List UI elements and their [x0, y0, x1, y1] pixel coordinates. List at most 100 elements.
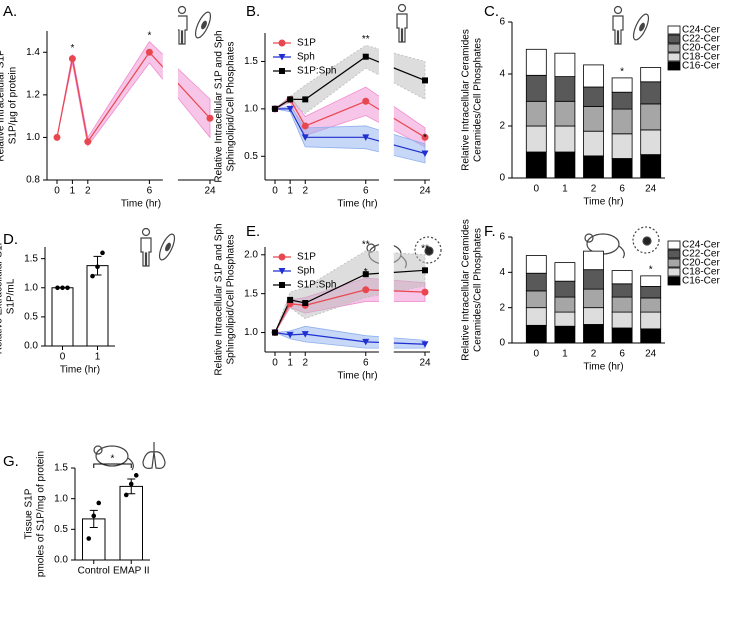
bar-segment [525, 151, 547, 179]
data-point [133, 473, 139, 478]
y-tick-label: 0.5 [24, 312, 38, 323]
human-icon [176, 5, 188, 45]
marker [278, 39, 286, 47]
bar-segment [554, 76, 576, 102]
y-tick-label: 0 [499, 338, 505, 349]
x-tick-label: 0 [534, 184, 540, 195]
y-tick-label: 1.4 [26, 47, 40, 58]
bar-segment [611, 283, 633, 298]
marker [362, 53, 369, 60]
marker [422, 267, 428, 274]
panel-label: B. [246, 3, 260, 20]
marker [421, 150, 429, 157]
y-tick-label: 1.0 [24, 282, 38, 293]
y-tick-label: 1.5 [244, 288, 258, 299]
legend-swatch [667, 43, 681, 53]
y-tick-label: 6 [499, 17, 505, 28]
cell-icon [158, 233, 176, 261]
bar-segment [525, 125, 547, 153]
x-tick-label: 6 [619, 184, 625, 195]
x-tick-label: 1 [70, 186, 76, 197]
bar-segment [640, 297, 662, 313]
x-axis-label: Time (hr) [337, 199, 377, 210]
x-tick-label: 24 [204, 186, 216, 197]
y-tick-label: 6 [499, 232, 505, 243]
data-point [96, 500, 102, 506]
marker [84, 138, 92, 146]
x-tick-label: 6 [619, 349, 625, 360]
significance: * [649, 265, 653, 276]
bar-segment [583, 155, 604, 179]
y-axis-label: S1P/µg of protein [8, 67, 19, 144]
data-point [65, 285, 70, 291]
bar-segment [554, 125, 576, 153]
bar-segment [611, 296, 633, 313]
legend-swatch [667, 267, 681, 277]
x-tick-label: 2 [302, 186, 308, 197]
bar-segment [640, 103, 662, 131]
legend-label: Sph [297, 266, 315, 277]
marker [362, 271, 369, 278]
y-tick-label: 1.0 [26, 132, 40, 143]
x-tick-label: EMAP II [113, 566, 150, 577]
bar-segment [554, 325, 576, 344]
x-tick-label: 24 [645, 349, 657, 360]
marker [68, 55, 76, 63]
y-axis-label: Sphingolipid/Cell Phosphates [226, 234, 237, 364]
data-point [123, 492, 129, 498]
x-tick-label: 1 [562, 184, 568, 195]
x-tick-label: 2 [591, 349, 597, 360]
x-axis-label: Time (hr) [121, 199, 161, 210]
bar-segment [611, 77, 633, 93]
y-tick-label: 1.5 [54, 463, 68, 474]
marker [362, 97, 370, 105]
legend-swatch [667, 61, 681, 71]
y-tick-label: 4 [499, 267, 505, 278]
bar-segment [583, 106, 604, 132]
marker [287, 96, 294, 103]
y-axis-label: pmoles of S1P/mg of protein [36, 451, 47, 577]
bar-segment [640, 286, 662, 299]
data-point [95, 264, 100, 270]
x-tick-label: 6 [147, 186, 153, 197]
marker [279, 282, 285, 288]
x-tick-label: 2 [85, 186, 91, 197]
x-axis-label: Time (hr) [583, 197, 623, 208]
y-axis-label: Ceramides/Cell Phosphates [473, 38, 484, 162]
bar-segment [640, 154, 662, 179]
marker [422, 77, 428, 84]
marker [272, 105, 278, 112]
bar-segment [640, 67, 662, 83]
bar-segment [611, 270, 633, 285]
y-tick-label: 0.5 [244, 151, 258, 162]
panel-label: C. [484, 3, 499, 20]
error-band [274, 325, 426, 349]
x-tick-label: 0 [534, 349, 540, 360]
axis-break [162, 11, 178, 190]
legend-label: C16-Cer [682, 276, 720, 287]
legend-label: C18-Cer [682, 267, 720, 278]
x-tick-label: 2 [591, 184, 597, 195]
bar-segment [583, 64, 604, 88]
legend-swatch [667, 240, 681, 250]
y-tick-label: 2 [499, 121, 505, 132]
significance: * [70, 43, 74, 54]
bar-segment [554, 52, 576, 78]
bar [51, 287, 74, 347]
human-icon [140, 227, 152, 267]
bar-segment [640, 129, 662, 155]
significance: * [423, 133, 427, 144]
panel-label: A. [3, 3, 17, 20]
marker [362, 338, 370, 346]
significance: * [620, 67, 624, 78]
bar-segment [611, 311, 633, 329]
error-bar [127, 478, 136, 495]
cell-icon [632, 13, 650, 41]
marker [206, 114, 214, 122]
x-tick-label: 0 [272, 186, 278, 197]
y-tick-label: 2.0 [244, 249, 258, 260]
bar-segment [611, 158, 633, 179]
data-point [128, 481, 134, 487]
significance: * [147, 30, 151, 41]
y-axis-label: Relative Intracellular Ceramides [461, 29, 472, 171]
